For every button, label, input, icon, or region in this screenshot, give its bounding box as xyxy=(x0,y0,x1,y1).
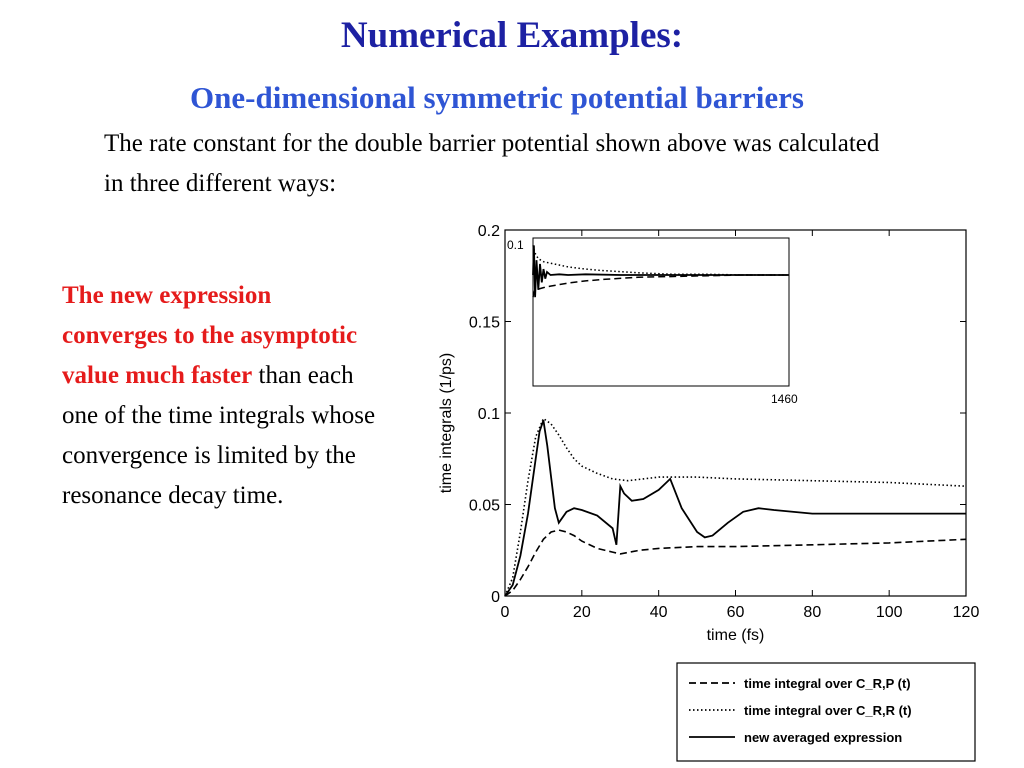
series-line-solid xyxy=(504,420,966,597)
x-axis-label: time (fs) xyxy=(707,627,765,644)
y-tick-label: 0.05 xyxy=(469,498,500,515)
x-tick-label: 100 xyxy=(876,604,903,621)
legend-box xyxy=(676,662,976,762)
x-tick-label: 60 xyxy=(727,604,745,621)
main-plot: 0 20 40 60 80 100 120 0 0.05 0.1 0.15 0.2 time (fs) t… xyxy=(438,223,979,644)
intro-text: The rate constant for the double barrier… xyxy=(104,130,880,197)
series-line-dotted xyxy=(504,417,967,597)
inset-x-right-label: 1460 xyxy=(771,392,798,406)
inset-frame xyxy=(532,237,790,387)
inset-y-top-label: 0.1 xyxy=(507,238,524,252)
inset-plot: 0.1 1460 xyxy=(507,237,798,406)
series-line-dashed xyxy=(504,529,967,597)
y-tick-label: 0 xyxy=(491,589,500,606)
slide-title: Numerical Examples: xyxy=(340,15,684,56)
side-note: The new expression converges to the asym… xyxy=(62,276,382,516)
y-tick-label: 0.15 xyxy=(469,315,500,332)
chart-legend: time integral over C_R,P (t) time integra… xyxy=(676,662,976,762)
subtitle-text: One-dimensional symmetric potential barr… xyxy=(190,80,804,115)
x-tick-label: 40 xyxy=(650,604,668,621)
x-tick-label: 80 xyxy=(803,604,821,621)
x-tick-label: 20 xyxy=(573,604,591,621)
inset-series-line-solid xyxy=(532,245,789,298)
legend-entry-label: time integral over C_R,R (t) xyxy=(744,703,912,718)
slide-subtitle: One-dimensional symmetric potential barr… xyxy=(0,80,1024,116)
legend-entry-label: new averaged expression xyxy=(744,730,902,745)
side-note-highlight: The new expression converges to the asym… xyxy=(62,282,358,389)
side-note-rest: than each one of the time integrals whos… xyxy=(62,362,376,509)
legend-entry-label: time integral over C_R,P (t) xyxy=(744,676,911,691)
x-tick-label: 120 xyxy=(953,604,980,621)
y-axis-label: time integrals (1/ps) xyxy=(438,353,455,494)
y-tick-label: 0.2 xyxy=(478,223,500,240)
x-tick-label: 0 xyxy=(501,604,510,621)
y-tick-label: 0.1 xyxy=(478,406,500,423)
